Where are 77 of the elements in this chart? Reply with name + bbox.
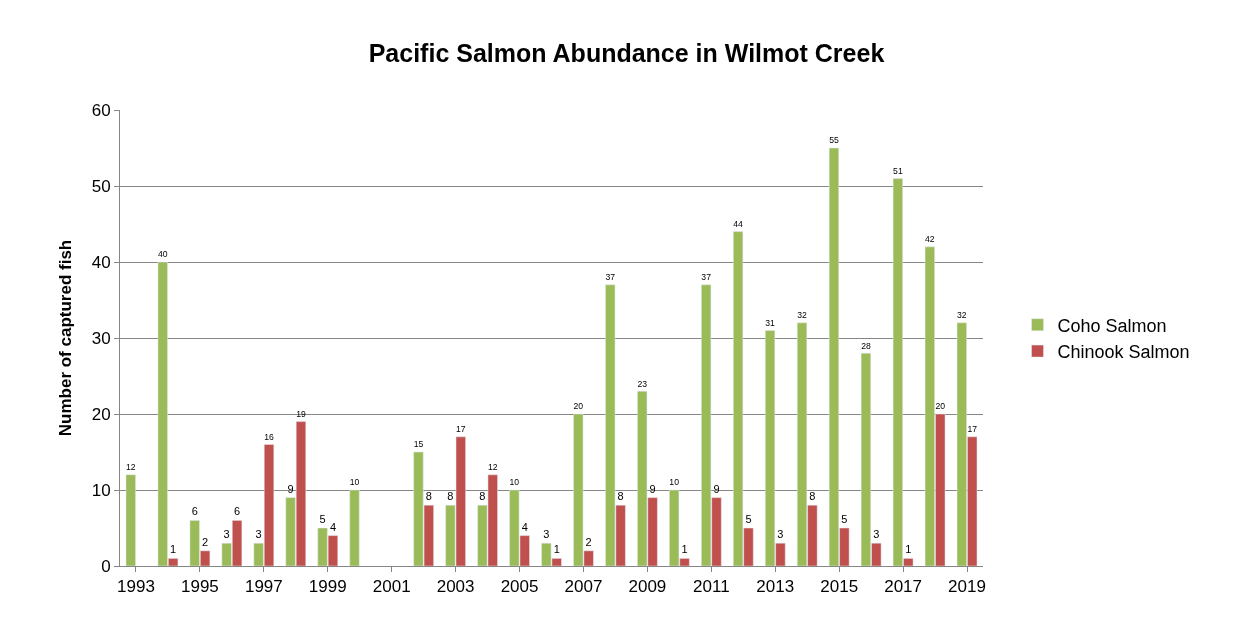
data-label: 37 [701,272,712,283]
data-label: 9 [287,482,294,495]
data-label: 6 [234,505,241,518]
data-label: 12 [487,462,498,473]
data-label: 8 [479,490,486,503]
data-label: 31 [765,317,776,328]
y-tick-label: 50 [91,176,111,196]
data-label: 16 [264,431,275,442]
chart-title: Pacific Salmon Abundance in Wilmot Creek [368,38,885,67]
data-label: 17 [967,424,978,435]
legend-label: Chinook Salmon [1057,342,1190,363]
x-tick-label: 2017 [884,577,922,597]
data-label: 1 [553,543,560,556]
bar [125,474,136,566]
data-label: 20 [935,401,946,412]
data-label: 4 [521,520,528,533]
data-label: 40 [157,249,168,260]
data-label: 1 [681,543,688,556]
x-tick-label: 1995 [181,577,219,597]
data-label: 37 [605,272,616,283]
data-label: 20 [573,401,584,412]
data-label: 5 [745,513,752,525]
data-label: 55 [829,135,839,146]
data-label: 2 [585,535,592,548]
data-label: 3 [873,528,880,541]
legend-label: Coho Salmon [1057,315,1167,336]
data-label: 5 [841,513,848,525]
data-label: 10 [349,477,360,488]
data-label: 9 [713,482,720,495]
x-tick-label: 2009 [628,577,667,597]
data-label: 12 [126,462,136,473]
data-label: 9 [649,482,656,495]
x-tick-label: 1999 [308,577,347,597]
data-label: 3 [223,528,230,541]
data-label: 1 [905,543,912,556]
data-label: 44 [733,219,744,230]
data-label: 42 [925,234,935,245]
data-label: 2 [202,535,209,548]
data-label: 17 [456,424,466,435]
x-tick-label: 2007 [564,577,603,597]
data-label: 19 [296,409,306,420]
data-label: 8 [425,490,432,503]
x-tick-label: 2003 [436,577,475,597]
data-label: 3 [255,528,262,541]
y-tick-label: 10 [91,480,111,500]
x-tick-label: 2015 [820,577,859,597]
data-label: 3 [543,528,550,541]
data-label: 1 [170,543,177,556]
y-tick-label: 20 [91,404,111,424]
x-tick-label: 1997 [244,577,283,597]
x-tick-label: 2013 [756,577,795,597]
data-label: 32 [957,310,967,321]
data-label: 10 [669,477,680,488]
y-tick-label: 60 [91,100,111,120]
data-label: 32 [797,310,808,321]
x-tick-label: 2005 [500,577,539,597]
x-tick-label: 2019 [948,577,986,597]
y-tick-label: 40 [91,252,111,272]
y-tick-label: 0 [101,556,111,576]
y-axis-title: Number of captured fish [56,239,76,437]
data-label: 8 [617,490,624,503]
data-label: 23 [637,378,648,389]
data-label: 5 [319,513,326,525]
data-label: 51 [893,165,903,176]
x-tick-label: 2001 [372,577,411,597]
data-label: 8 [809,490,816,503]
data-label: 8 [447,490,454,503]
x-tick-label: 2011 [693,577,730,597]
data-label: 28 [861,340,871,351]
data-label: 6 [191,505,198,518]
data-label: 4 [329,520,337,533]
data-label: 10 [509,477,520,488]
x-tick-label: 1993 [117,577,155,597]
data-label: 15 [413,439,424,450]
bar [349,489,360,566]
y-tick-label: 30 [91,328,111,348]
data-label: 3 [777,528,784,541]
